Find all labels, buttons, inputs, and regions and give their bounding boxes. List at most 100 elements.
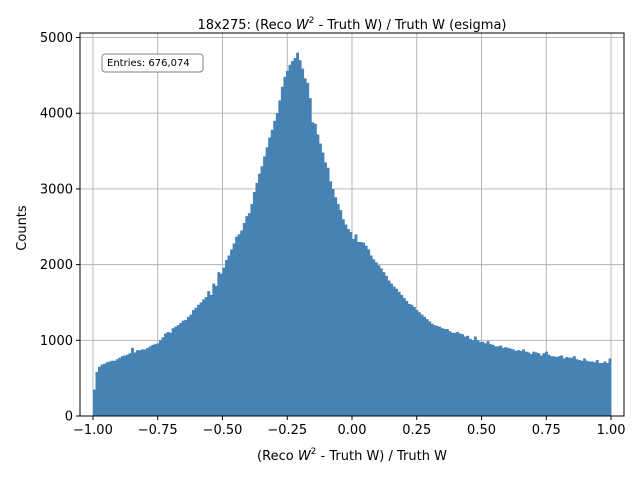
histogram-bar: [252, 191, 256, 416]
histogram-bar: [359, 241, 363, 416]
histogram-bar: [405, 300, 409, 416]
histogram-bar: [174, 326, 178, 416]
histogram-bar: [237, 234, 241, 416]
histogram-bar: [466, 335, 470, 416]
histogram-bar: [331, 188, 335, 416]
histogram-bar: [311, 122, 315, 416]
histogram-bar: [108, 361, 112, 416]
histogram-bar: [227, 255, 231, 416]
histogram-bar: [125, 354, 129, 416]
histogram-bar: [303, 78, 307, 417]
histogram-bar: [570, 357, 574, 416]
histogram-bar: [194, 307, 198, 416]
histogram-bar: [235, 236, 239, 416]
histogram-bar: [321, 152, 325, 416]
histogram-bar: [504, 347, 508, 416]
histogram-bar: [519, 350, 523, 416]
x-tick-label: −0.75: [138, 423, 178, 438]
histogram-bar: [585, 360, 589, 416]
histogram-bar: [260, 166, 264, 416]
histogram-bar: [209, 294, 213, 416]
histogram-bar: [230, 249, 233, 416]
histogram-bar: [133, 352, 137, 416]
histogram-bar: [275, 113, 279, 416]
histogram-bar: [372, 259, 376, 416]
histogram-bar: [362, 242, 366, 416]
x-axis-label: (Reco W2 - Truth W) / Truth W: [257, 447, 447, 464]
histogram-bar: [557, 356, 561, 416]
histogram-bar: [572, 356, 576, 416]
histogram-bar: [341, 219, 345, 416]
histogram-bar: [336, 204, 340, 416]
bars-layer: [92, 52, 612, 417]
histogram-bar: [136, 350, 140, 416]
histogram-bar: [395, 288, 399, 416]
histogram-bar: [496, 346, 500, 416]
histogram-bar: [120, 356, 124, 416]
histogram-bar: [357, 241, 360, 416]
histogram-bar: [250, 204, 254, 416]
y-tick-label: 1000: [40, 334, 73, 349]
histogram-bar: [148, 346, 152, 416]
histogram-bar: [451, 332, 454, 416]
histogram-bar: [186, 316, 190, 416]
histogram-bar: [428, 321, 432, 416]
histogram-bar: [369, 255, 373, 416]
x-tick-label: −1.00: [73, 423, 113, 438]
histogram-bar: [512, 349, 515, 416]
entries-box: [101, 53, 204, 73]
histogram-bar: [605, 363, 609, 416]
histogram-bar: [176, 325, 180, 416]
histogram-bar: [545, 351, 548, 416]
histogram-bar: [367, 249, 371, 416]
histogram-bar: [222, 267, 226, 416]
histogram-bar: [397, 291, 401, 416]
histogram-bar: [189, 314, 193, 416]
histogram-bar: [316, 134, 320, 416]
histogram-bar: [562, 358, 566, 416]
histogram-bar: [565, 356, 569, 416]
histogram-bar: [92, 389, 96, 416]
histogram-bar: [448, 331, 452, 416]
histogram-bar: [240, 230, 244, 416]
histogram-bar: [377, 265, 381, 416]
histogram-bar: [95, 372, 99, 416]
histogram-bar: [415, 310, 419, 416]
histogram-bar: [212, 283, 216, 416]
histogram-bar: [349, 232, 353, 416]
histogram-bar: [161, 337, 165, 416]
histogram-bar: [273, 120, 277, 416]
histogram-bar: [443, 328, 447, 416]
histogram-bar: [334, 197, 338, 416]
histogram-bar: [291, 61, 294, 417]
histogram-bar: [344, 224, 348, 416]
histogram-bar: [461, 334, 465, 416]
y-axis-ticks: 0 1000 2000 3000 4000 5000: [40, 31, 80, 425]
histogram-bar: [560, 355, 564, 416]
histogram-bar: [131, 347, 134, 416]
histogram-bar: [128, 353, 132, 416]
histogram-bar: [458, 333, 462, 416]
histogram-bar: [506, 347, 510, 416]
histogram-bar: [578, 359, 581, 416]
histogram-bar: [379, 268, 383, 416]
histogram-bar: [509, 348, 513, 416]
histogram-bar: [588, 361, 592, 416]
histogram-bar: [514, 350, 518, 416]
histogram-bar: [245, 216, 249, 416]
histogram-bar: [207, 291, 211, 416]
histogram-bar: [100, 364, 104, 416]
histogram-bar: [400, 294, 404, 416]
histogram-bar: [103, 363, 107, 416]
histogram-bar: [382, 272, 386, 416]
histogram-bar: [532, 351, 536, 416]
histogram-bar: [115, 359, 119, 416]
histogram-bar: [138, 350, 142, 416]
histogram-bar: [445, 328, 449, 416]
histogram-bar: [433, 325, 437, 416]
histogram-bar: [296, 52, 300, 416]
histogram-bar: [118, 357, 122, 416]
histogram-bar: [494, 346, 498, 416]
histogram-bar: [539, 355, 543, 416]
histogram-bar: [374, 262, 378, 416]
